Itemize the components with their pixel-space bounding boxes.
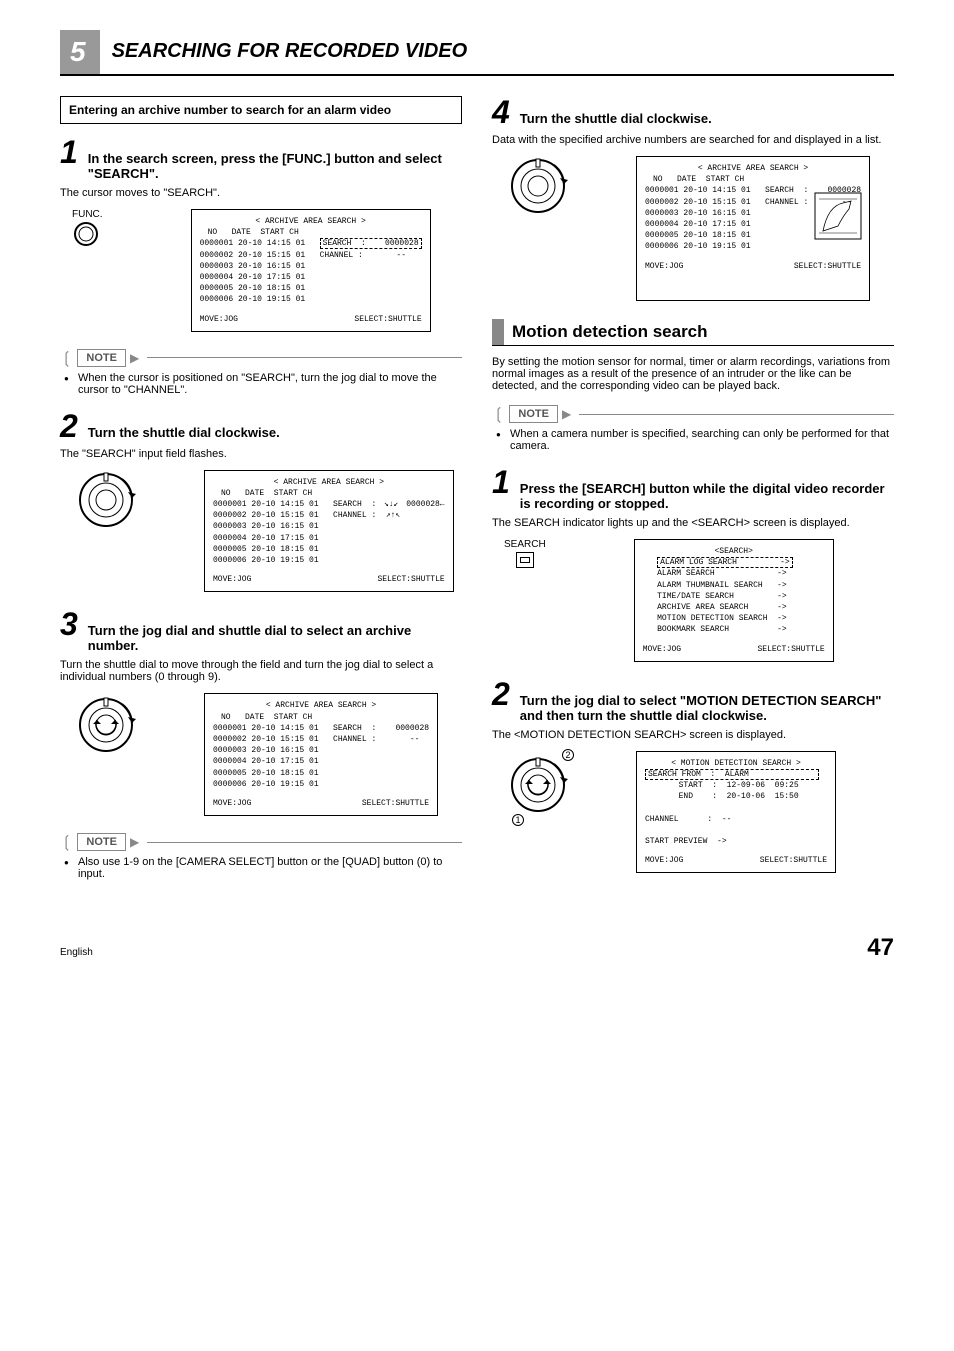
note-header: ❲ NOTE ▶: [492, 404, 894, 424]
step-title: Turn the shuttle dial clockwise.: [520, 111, 894, 126]
step-number: 2: [60, 410, 78, 442]
figure-step4: < ARCHIVE AREA SEARCH >NO DATE START CH …: [504, 156, 894, 301]
note-body: When the cursor is positioned on "SEARCH…: [60, 372, 462, 396]
step-title: Turn the shuttle dial clockwise.: [88, 425, 462, 440]
step-number: 2: [492, 678, 510, 710]
note-line: [147, 357, 462, 358]
jog-shuttle-dial-icon: [504, 751, 578, 819]
note-body: Also use 1-9 on the [CAMERA SELECT] butt…: [60, 856, 462, 880]
shuttle-dial-icon: [72, 470, 146, 530]
page-footer: English 47: [60, 934, 894, 962]
motion-step-1: 1 Press the [SEARCH] button while the di…: [492, 466, 894, 511]
note-bracket-icon: ❲: [60, 832, 73, 852]
step-body: Data with the specified archive numbers …: [492, 134, 894, 146]
step-body: The SEARCH indicator lights up and the <…: [492, 517, 894, 529]
step-title: Turn the jog dial and shuttle dial to se…: [88, 623, 462, 653]
func-button-figure: FUNC.: [72, 209, 103, 253]
motion-screen: < MOTION DETECTION SEARCH >SEARCH FROM :…: [636, 751, 836, 874]
figure-mstep2: 2 1 < MOTION DETECTION SEARCH >SEARCH FR…: [504, 751, 894, 874]
note-bracket-icon: ❲: [492, 404, 505, 424]
step-title: Turn the jog dial to select "MOTION DETE…: [520, 693, 894, 723]
step-body: The <MOTION DETECTION SEARCH> screen is …: [492, 729, 894, 741]
func-label: FUNC.: [72, 209, 103, 220]
note-line: [147, 842, 462, 843]
hand-scroll-icon: [813, 191, 863, 241]
figure-step3: < ARCHIVE AREA SEARCH >NO DATE START CH …: [72, 693, 462, 816]
jog-shuttle-numbered: 2 1: [504, 751, 578, 824]
note-header: ❲ NOTE ▶: [60, 348, 462, 368]
figure-mstep1: SEARCH <SEARCH> ALARM LOG SEARCH -> ALAR…: [504, 539, 894, 662]
chapter-header: 5 SEARCHING FOR RECORDED VIDEO: [60, 30, 894, 76]
motion-step-2: 2 Turn the jog dial to select "MOTION DE…: [492, 678, 894, 723]
note-label: NOTE: [509, 405, 558, 423]
dial-callout-1: 1: [512, 814, 524, 826]
jog-shuttle-dial-icon: [72, 693, 146, 757]
step-number: 4: [492, 96, 510, 128]
note-bracket-icon: ❲: [60, 348, 73, 368]
footer-language: English: [60, 947, 93, 958]
figure-step1: FUNC. < ARCHIVE AREA SEARCH >NO DATE STA…: [72, 209, 462, 332]
note-body: When a camera number is specified, searc…: [492, 428, 894, 452]
step-4: 4 Turn the shuttle dial clockwise.: [492, 96, 894, 128]
right-column: 4 Turn the shuttle dial clockwise. Data …: [492, 96, 894, 894]
note-header: ❲ NOTE ▶: [60, 832, 462, 852]
left-column: Entering an archive number to search for…: [60, 96, 462, 894]
archive-screen-2: < ARCHIVE AREA SEARCH >NO DATE START CH …: [204, 470, 454, 593]
step-body: The cursor moves to "SEARCH".: [60, 187, 462, 199]
step-title: In the search screen, press the [FUNC.] …: [88, 151, 462, 181]
step-number: 3: [60, 608, 78, 640]
note-label: NOTE: [77, 833, 126, 851]
dial-callout-2: 2: [562, 749, 574, 761]
subsection-box: Entering an archive number to search for…: [60, 96, 462, 124]
archive-screen-1: < ARCHIVE AREA SEARCH >NO DATE START CH …: [191, 209, 431, 332]
step-1: 1 In the search screen, press the [FUNC.…: [60, 136, 462, 181]
chapter-title: SEARCHING FOR RECORDED VIDEO: [100, 30, 468, 74]
archive-screen-4: < ARCHIVE AREA SEARCH >NO DATE START CH …: [636, 156, 870, 301]
step-body: The "SEARCH" input field flashes.: [60, 448, 462, 460]
section-mark-icon: [492, 319, 504, 345]
search-label: SEARCH: [504, 539, 546, 550]
step-number: 1: [492, 466, 510, 498]
chapter-number: 5: [60, 30, 100, 74]
note-arrow-icon: ▶: [130, 351, 139, 365]
note-arrow-icon: ▶: [562, 407, 571, 421]
step-2: 2 Turn the shuttle dial clockwise.: [60, 410, 462, 442]
page: 5 SEARCHING FOR RECORDED VIDEO Entering …: [0, 0, 954, 992]
step-title: Press the [SEARCH] button while the digi…: [520, 481, 894, 511]
footer-page-number: 47: [867, 934, 894, 962]
search-button-figure: SEARCH: [504, 539, 546, 568]
search-menu-screen: <SEARCH> ALARM LOG SEARCH -> ALARM SEARC…: [634, 539, 834, 662]
func-button-icon: [72, 220, 100, 248]
note-arrow-icon: ▶: [130, 835, 139, 849]
archive-screen-3: < ARCHIVE AREA SEARCH >NO DATE START CH …: [204, 693, 438, 816]
columns: Entering an archive number to search for…: [60, 96, 894, 894]
section-title: Motion detection search: [512, 319, 708, 345]
search-button-icon: [516, 552, 534, 568]
step-body: Turn the shuttle dial to move through th…: [60, 659, 462, 683]
section-body: By setting the motion sensor for normal,…: [492, 356, 894, 392]
note-line: [579, 414, 894, 415]
note-label: NOTE: [77, 349, 126, 367]
section-header: Motion detection search: [492, 319, 894, 346]
step-number: 1: [60, 136, 78, 168]
figure-step2: < ARCHIVE AREA SEARCH >NO DATE START CH …: [72, 470, 462, 593]
step-3: 3 Turn the jog dial and shuttle dial to …: [60, 608, 462, 653]
shuttle-dial-icon: [504, 156, 578, 216]
